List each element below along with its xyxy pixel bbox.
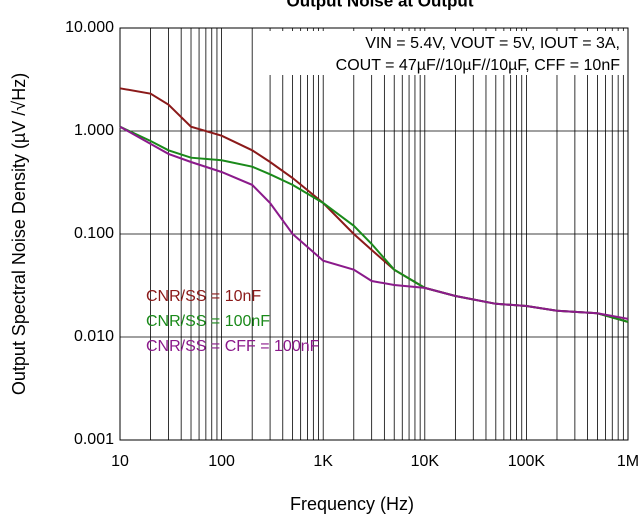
x-tick-label: 10 (111, 453, 129, 470)
y-tick-label: 10.000 (65, 19, 114, 36)
annotation: VIN = 5.4V, VOUT = 5V, IOUT = 3A, (365, 35, 620, 52)
y-tick-label: 0.001 (74, 431, 114, 448)
legend-label: CNR/SS = CFF = 100nF (146, 338, 320, 355)
x-tick-label: 1K (313, 453, 333, 470)
annotation-box (256, 31, 625, 75)
y-tick-label: 0.100 (74, 225, 114, 242)
series-line (119, 125, 629, 320)
x-tick-label: 100K (508, 453, 546, 470)
x-tick-label: 10K (411, 453, 440, 470)
chart-title: Output Noise at Output (287, 0, 474, 10)
legend-label: CNR/SS = 10nF (146, 288, 261, 305)
y-tick-label: 0.010 (74, 328, 114, 345)
x-tick-label: 100 (208, 453, 235, 470)
annotation: COUT = 47µF//10µF//10µF, CFF = 10nF (336, 57, 621, 74)
y-tick-label: 1.000 (74, 122, 114, 139)
legend-label: CNR/SS = 100nF (146, 313, 270, 330)
x-tick-label: 1M (617, 453, 639, 470)
y-axis-label: Output Spectral Noise Density (µV /√Hz) (9, 73, 29, 395)
x-axis-label: Frequency (Hz) (290, 494, 414, 514)
